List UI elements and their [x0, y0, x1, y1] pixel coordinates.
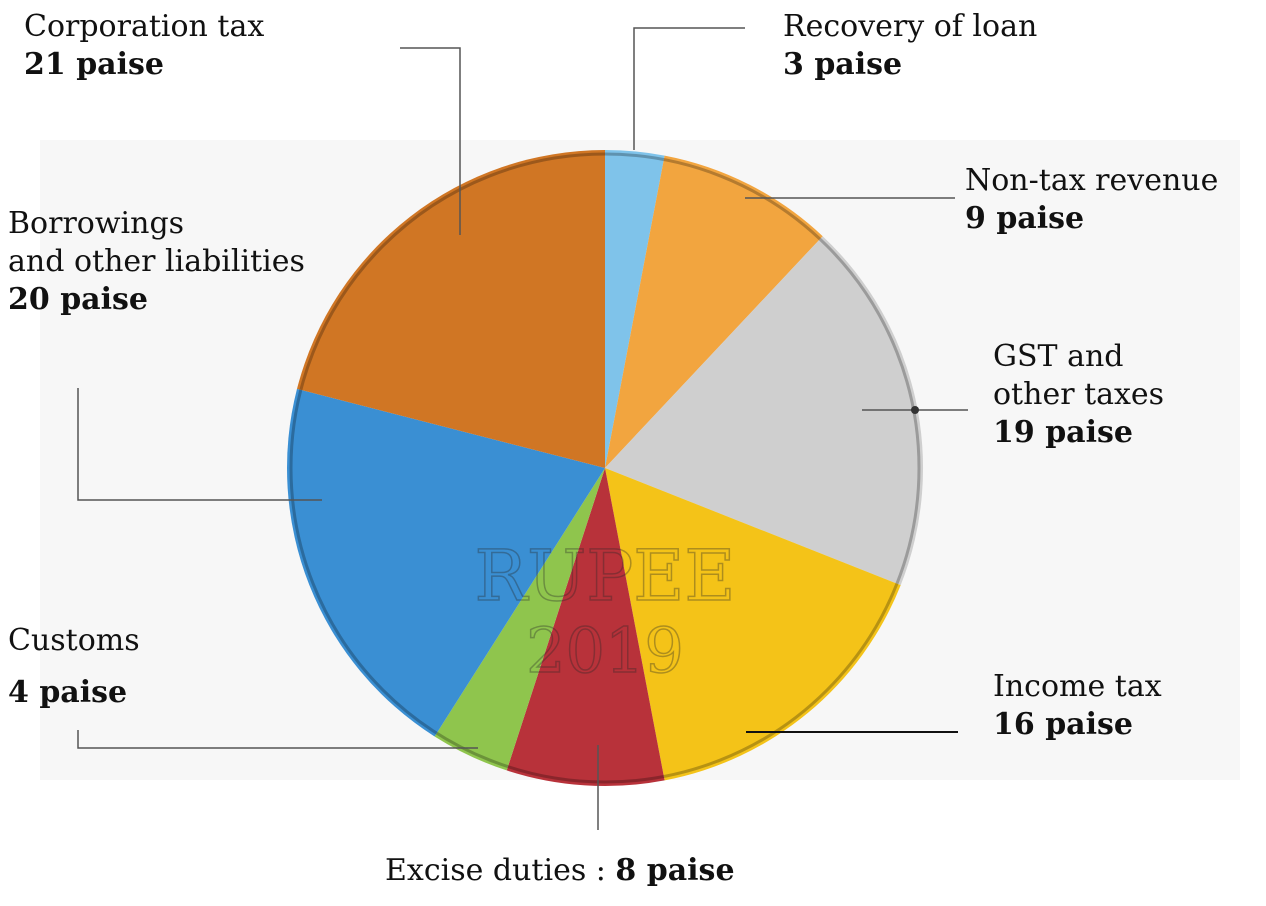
excise-duties-separator: : [586, 853, 616, 888]
label-recovery-of-loan: Recovery of loan 3 paise [783, 8, 1037, 84]
corporation-tax-name: Corporation tax [24, 9, 265, 44]
label-gst: GST and other taxes 19 paise [993, 338, 1164, 452]
non-tax-revenue-value: 9 paise [965, 201, 1085, 236]
income-tax-name: Income tax [993, 669, 1162, 704]
leader-lines [77, 27, 968, 830]
borrowings-name-line2: and other liabilities [8, 244, 305, 279]
pie-slice-recovery-of-loan [605, 149, 665, 468]
leader-borrowings [77, 388, 322, 501]
pie-slice-corporation-tax [297, 150, 605, 468]
pie-slice-excise-duties [506, 468, 665, 787]
excise-duties-name: Excise duties [385, 853, 587, 888]
pie-slice-non-tax-revenue [605, 155, 823, 468]
label-customs: Customs 4 paise [8, 615, 140, 719]
label-non-tax-revenue: Non-tax revenue 9 paise [965, 162, 1218, 238]
leader-gst-dot [911, 406, 919, 414]
excise-duties-value: 8 paise [615, 853, 735, 888]
customs-name: Customs [8, 623, 140, 658]
coin-text-rupee: RUPEE [475, 535, 736, 617]
leader-corporation [400, 47, 461, 235]
pie-slices [287, 149, 924, 787]
pie-slice-customs [434, 468, 605, 771]
coin-text-year: 2019 [526, 614, 684, 687]
borrowings-value: 20 paise [8, 282, 148, 317]
label-corporation-tax: Corporation tax 21 paise [24, 8, 264, 84]
label-borrowings: Borrowings and other liabilities 20 pais… [8, 205, 305, 319]
label-income-tax: Income tax 16 paise [993, 668, 1162, 744]
coin-rim [289, 152, 921, 784]
pie-slice-income-tax [605, 468, 901, 781]
gst-value: 19 paise [993, 415, 1133, 450]
label-excise-duties: Excise duties : 8 paise [385, 852, 735, 890]
leader-recovery [633, 27, 745, 150]
leader-customs [77, 730, 478, 749]
gst-name-line2: other taxes [993, 377, 1165, 412]
corporation-tax-value: 21 paise [24, 47, 164, 82]
pie-slice-borrowings-and-other-liabilities [287, 388, 605, 737]
recovery-of-loan-value: 3 paise [783, 47, 903, 82]
gst-name-line1: GST and [993, 339, 1124, 374]
customs-value: 4 paise [8, 675, 128, 710]
pie-slice-gst-and-other-taxes [605, 236, 924, 586]
recovery-of-loan-name: Recovery of loan [783, 9, 1038, 44]
non-tax-revenue-name: Non-tax revenue [965, 163, 1219, 198]
borrowings-name-line1: Borrowings [8, 206, 185, 241]
income-tax-value: 16 paise [993, 707, 1133, 742]
